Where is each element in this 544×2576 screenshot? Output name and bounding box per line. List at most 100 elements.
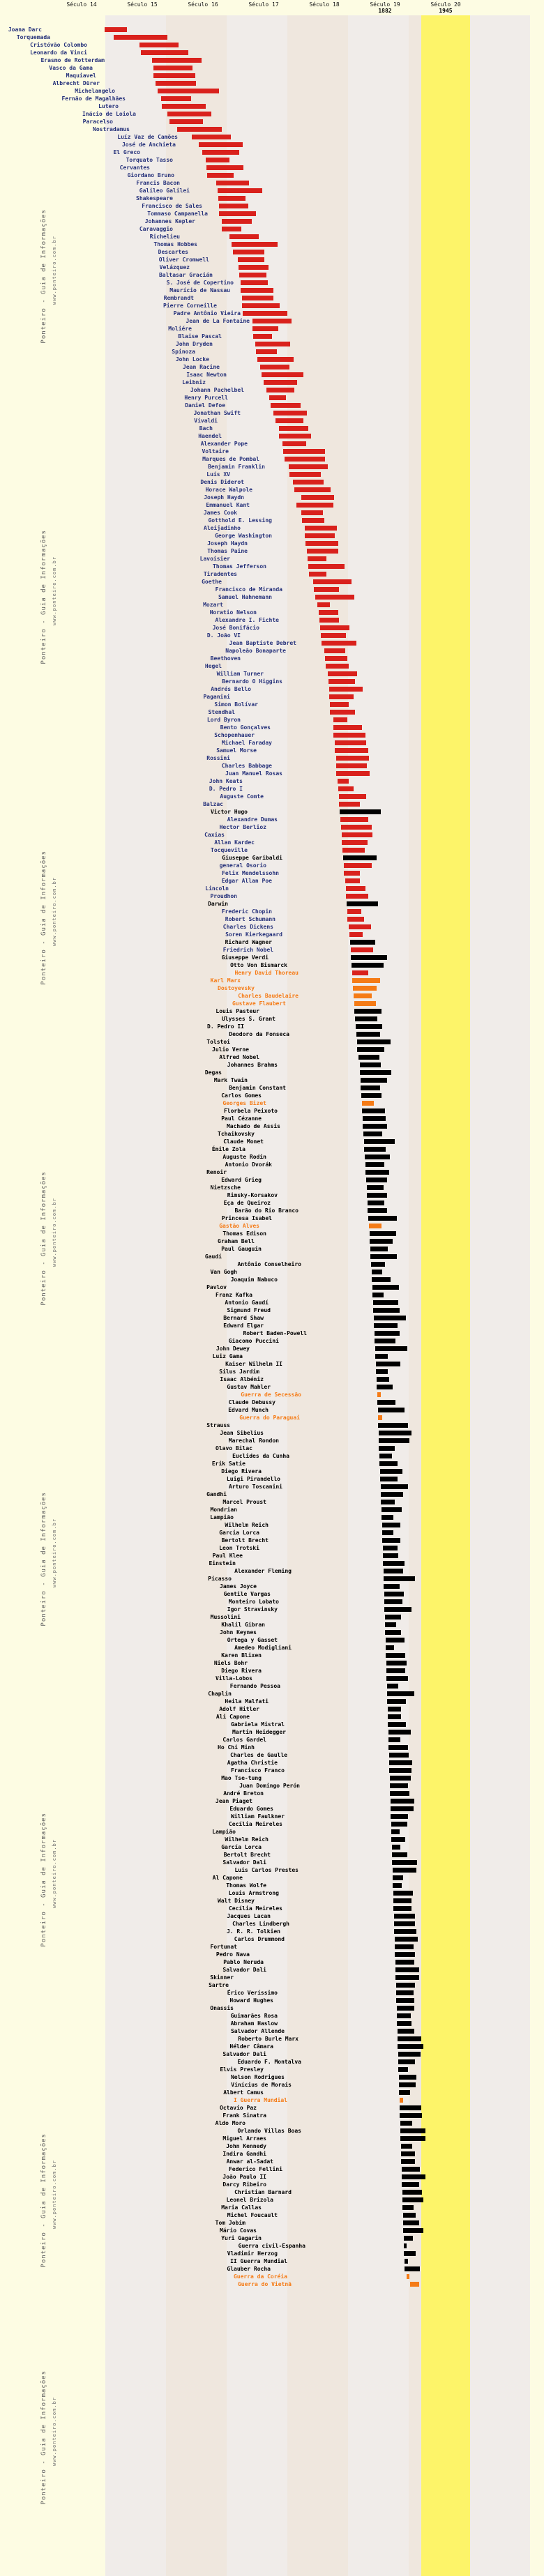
timeline-row[interactable]: James Cook (0, 509, 544, 517)
timeline-row[interactable]: D. Pedro I (0, 785, 544, 793)
timeline-row[interactable]: Shakespeare (0, 195, 544, 202)
timeline-row[interactable]: Charles Babbage (0, 762, 544, 770)
timeline-row[interactable]: Guerra do Vietnã (0, 2280, 544, 2288)
timeline-row[interactable]: Charles Baudelaire (0, 992, 544, 1000)
timeline-row[interactable]: Oliver Cromwell (0, 256, 544, 264)
timeline-row[interactable]: Giuseppe Verdi (0, 954, 544, 961)
timeline-row[interactable]: Claude Monet (0, 1138, 544, 1145)
timeline-row[interactable]: Igor Stravinsky (0, 1606, 544, 1613)
timeline-row[interactable]: Pablo Neruda (0, 1958, 544, 1966)
timeline-row[interactable]: Gaudí (0, 1253, 544, 1260)
timeline-row[interactable]: William Turner (0, 670, 544, 678)
timeline-row[interactable]: Machado de Assis (0, 1122, 544, 1130)
timeline-row[interactable]: Christian Barnard (0, 2188, 544, 2196)
timeline-row[interactable]: Paracelso (0, 118, 544, 125)
timeline-row[interactable]: Salvador Dali (0, 1859, 544, 1866)
timeline-row[interactable]: Glauber Rocha (0, 2265, 544, 2273)
timeline-row[interactable]: Miguel Arraes (0, 2135, 544, 2142)
timeline-row[interactable]: Aldo Moro (0, 2119, 544, 2127)
timeline-row[interactable]: Guerra civil-Espanha (0, 2242, 544, 2250)
timeline-row[interactable]: Bertolt Brecht (0, 1851, 544, 1859)
timeline-row[interactable]: Luis Carlos Prestes (0, 1866, 544, 1874)
timeline-row[interactable]: Picasso (0, 1575, 544, 1583)
timeline-row[interactable]: Paul Klee (0, 1552, 544, 1560)
timeline-row[interactable]: Rembrandt (0, 294, 544, 302)
timeline-row[interactable]: Mondrian (0, 1506, 544, 1514)
timeline-row[interactable]: Francisco Franco (0, 1767, 544, 1774)
timeline-row[interactable]: Gustav Mahler (0, 1383, 544, 1391)
timeline-row[interactable]: Ho Chi Minh (0, 1744, 544, 1751)
timeline-row[interactable]: Gastão Alves (0, 1222, 544, 1230)
timeline-row[interactable]: Ali Capone (0, 1713, 544, 1721)
timeline-row[interactable]: Bertolt Brecht (0, 1537, 544, 1544)
timeline-row[interactable]: Vladimir Herzog (0, 2250, 544, 2257)
timeline-row[interactable]: Louis Pasteur (0, 1007, 544, 1015)
timeline-row[interactable]: Francisco de Miranda (0, 586, 544, 593)
timeline-row[interactable]: Karen Blixen (0, 1652, 544, 1659)
timeline-row[interactable]: Denis Diderot (0, 478, 544, 486)
timeline-row[interactable]: Elvis Presley (0, 2066, 544, 2073)
timeline-row[interactable]: Joana Darc (0, 26, 544, 33)
timeline-row[interactable]: Georges Bizet (0, 1099, 544, 1107)
timeline-row[interactable]: Johann Pachelbel (0, 386, 544, 394)
timeline-row[interactable]: Albrecht Dürer (0, 79, 544, 87)
timeline-row[interactable]: Torquato Tasso (0, 156, 544, 164)
timeline-row[interactable]: Tom Jobim (0, 2219, 544, 2227)
timeline-row[interactable]: Voltaire (0, 448, 544, 455)
timeline-row[interactable]: Strauss (0, 1422, 544, 1429)
timeline-row[interactable]: Dostoyevsky (0, 984, 544, 992)
timeline-row[interactable]: Friedrich Nobel (0, 946, 544, 954)
timeline-row[interactable]: Martin Heidegger (0, 1728, 544, 1736)
timeline-row[interactable]: S. José de Copertino (0, 279, 544, 287)
timeline-row[interactable]: Villa-Lobos (0, 1675, 544, 1682)
timeline-row[interactable]: Wilhelm Reich (0, 1521, 544, 1529)
timeline-row[interactable]: Roberto Burle Marx (0, 2035, 544, 2043)
timeline-row[interactable]: Maquiavel (0, 72, 544, 79)
timeline-row[interactable]: José de Anchieta (0, 141, 544, 148)
timeline-row[interactable]: Eça de Queiroz (0, 1199, 544, 1207)
timeline-row[interactable]: Tommaso Campanella (0, 210, 544, 218)
timeline-row[interactable]: Benjamin Constant (0, 1084, 544, 1092)
timeline-row[interactable]: João Paulo II (0, 2173, 544, 2181)
timeline-row[interactable]: Agatha Christie (0, 1759, 544, 1767)
timeline-row[interactable]: Antônio Conselheiro (0, 1260, 544, 1268)
timeline-row[interactable]: Alfred Nobel (0, 1053, 544, 1061)
timeline-row[interactable]: Leonardo da Vinci (0, 49, 544, 56)
timeline-row[interactable]: Thomas Jefferson (0, 563, 544, 570)
timeline-row[interactable]: Chaplin (0, 1690, 544, 1698)
timeline-row[interactable]: Fernão de Magalhães (0, 95, 544, 102)
timeline-row[interactable]: Joseph Haydn (0, 540, 544, 547)
timeline-row[interactable]: Pavlov (0, 1283, 544, 1291)
timeline-row[interactable]: Lavoisier (0, 555, 544, 563)
timeline-row[interactable]: Luiz Gama (0, 1352, 544, 1360)
timeline-row[interactable]: Guerra de Secessão (0, 1391, 544, 1398)
timeline-row[interactable]: Tocqueville (0, 846, 544, 854)
timeline-row[interactable]: Wilhelm Reich (0, 1836, 544, 1843)
timeline-row[interactable]: Eduardo F. Montalva (0, 2058, 544, 2066)
timeline-row[interactable]: Renoir (0, 1168, 544, 1176)
timeline-row[interactable]: Marques de Pombal (0, 455, 544, 463)
timeline-row[interactable]: John Dryden (0, 340, 544, 348)
timeline-row[interactable]: Nostradamus (0, 125, 544, 133)
timeline-row[interactable]: Inácio de Loiola (0, 110, 544, 118)
timeline-row[interactable]: Edgar Allan Poe (0, 877, 544, 885)
timeline-row[interactable]: Sartre (0, 1981, 544, 1989)
timeline-row[interactable]: Salvador Dali (0, 2050, 544, 2058)
timeline-row[interactable]: Antonio Dvorák (0, 1161, 544, 1168)
timeline-row[interactable]: Thomas Wolfe (0, 1882, 544, 1889)
timeline-row[interactable]: Abraham Haslow (0, 2020, 544, 2027)
timeline-row[interactable]: Galileo Galilei (0, 187, 544, 195)
timeline-row[interactable]: Gandhi (0, 1491, 544, 1498)
timeline-row[interactable]: Jacques Lacan (0, 1912, 544, 1920)
timeline-row[interactable]: Edvard Munch (0, 1406, 544, 1414)
timeline-row[interactable]: Amedeo Modigliani (0, 1644, 544, 1652)
timeline-row[interactable]: Octavio Paz (0, 2104, 544, 2112)
timeline-row[interactable]: Arturo Toscanini (0, 1483, 544, 1491)
timeline-row[interactable]: Niels Bohr (0, 1659, 544, 1667)
timeline-row[interactable]: Charles Lindbergh (0, 1920, 544, 1928)
timeline-row[interactable]: Leon Trotski (0, 1544, 544, 1552)
timeline-row[interactable]: García Lorca (0, 1843, 544, 1851)
timeline-row[interactable]: Alexander Pope (0, 440, 544, 448)
timeline-row[interactable]: Gabriela Mistral (0, 1721, 544, 1728)
timeline-row[interactable]: Graham Bell (0, 1237, 544, 1245)
